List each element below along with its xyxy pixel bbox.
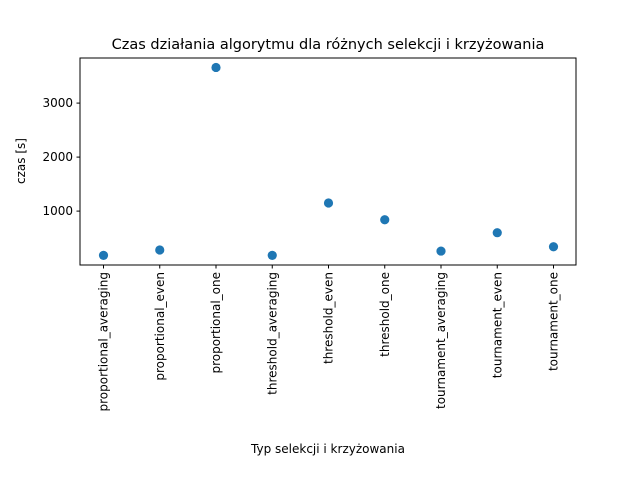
x-axis-label: Typ selekcji i krzyżowania: [250, 442, 405, 456]
data-point: [267, 250, 277, 260]
x-tick-label: threshold_averaging: [265, 272, 279, 395]
chart-title: Czas działania algorytmu dla różnych sel…: [112, 37, 545, 53]
data-point: [211, 62, 221, 73]
y-axis-label: czas [s]: [14, 138, 28, 184]
data-point: [436, 246, 446, 256]
x-tick-label: proportional_even: [153, 272, 167, 381]
x-axis-ticks: proportional_averaging proportional_even p…: [97, 265, 561, 412]
x-tick-label: tournament_averaging: [434, 272, 448, 409]
x-tick-label: threshold_even: [322, 272, 336, 364]
data-points: [98, 62, 559, 260]
x-tick-label: tournament_one: [547, 272, 561, 371]
data-point: [155, 245, 165, 255]
y-tick-label: 3000: [42, 96, 73, 110]
data-point: [323, 198, 334, 208]
x-tick-label: tournament_even: [490, 272, 504, 378]
data-point: [380, 215, 390, 225]
x-tick-label: threshold_one: [378, 272, 392, 357]
data-point: [548, 242, 559, 252]
x-tick-label: proportional_one: [209, 272, 223, 374]
plot-frame: [79, 57, 577, 266]
y-tick-label: 1000: [42, 204, 73, 218]
data-point: [492, 228, 502, 238]
y-axis-ticks: 1000 2000 3000: [42, 96, 80, 218]
data-point: [98, 250, 109, 260]
x-tick-label: proportional_averaging: [97, 272, 111, 412]
y-tick-label: 2000: [42, 150, 73, 164]
